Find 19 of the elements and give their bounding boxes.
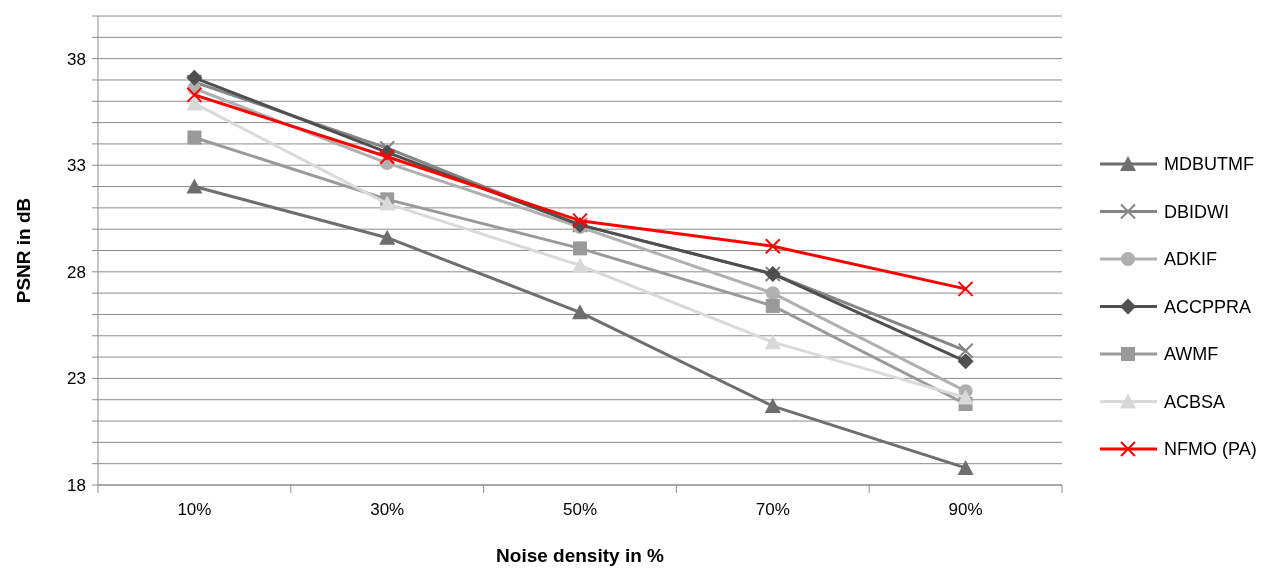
legend-label: AWMF [1164,344,1219,365]
x-tick-label: 10% [177,500,212,519]
y-tick-label: 38 [67,49,86,69]
y-tick-label: 28 [67,262,86,282]
x-tick-label: 30% [370,500,405,519]
y-tick-label: 23 [67,369,86,389]
x-tick-label: 70% [755,500,790,519]
y-tick-label: 18 [67,475,86,495]
x-tick-label: 90% [948,500,983,519]
legend-label: ACBSA [1164,391,1226,412]
legend-label: MDBUTMF [1164,154,1254,175]
x-tick-label: 50% [562,500,598,519]
x-axis-title: Noise density in % [496,545,665,566]
legend-label: ADKIF [1164,249,1218,270]
y-tick-label: 33 [67,156,86,176]
legend-label: DBIDWI [1164,201,1229,222]
legend-label: ACCPPRA [1164,296,1252,317]
y-axis-title: PSNR in dB [13,197,34,304]
legend-label: NFMO (PA) [1164,439,1257,460]
